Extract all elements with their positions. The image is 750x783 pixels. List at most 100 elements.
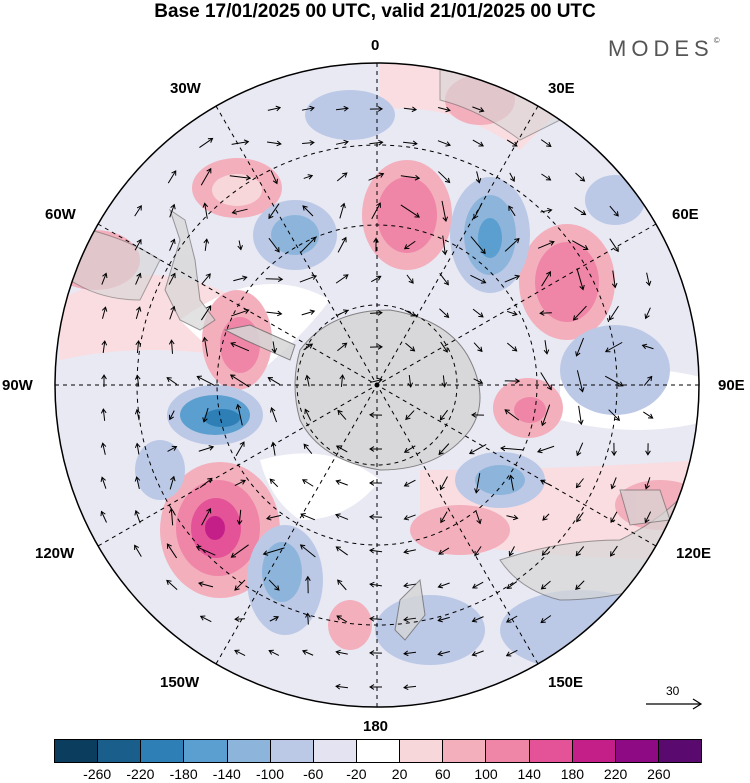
wind-arrow (574, 207, 586, 215)
wind-arrow (438, 582, 450, 588)
colorbar-tick-label: 180 (560, 766, 585, 782)
colorbar-tick-label: 140 (517, 766, 541, 782)
wind-arrow-head (543, 349, 550, 355)
wind-arrow (542, 546, 550, 556)
wind-arrow-head (206, 305, 212, 311)
wind-arrow (576, 268, 584, 290)
wind-arrow-head (540, 584, 547, 590)
wind-arrow-head (369, 650, 375, 656)
wind-arrow (199, 478, 213, 488)
wind-arrow-head (611, 282, 618, 289)
wind-arrow (642, 344, 654, 350)
wind-arrow (169, 204, 175, 218)
wind-arrow (472, 650, 484, 656)
wind-arrow (302, 650, 314, 656)
wind-arrow (405, 342, 415, 352)
wind-arrow-head (196, 375, 202, 381)
wind-arrow-head (613, 211, 619, 217)
wind-arrow-head (168, 507, 175, 514)
wind-arrow (643, 376, 653, 386)
wind-arrow (302, 141, 314, 145)
colorbar-tick-label: -140 (212, 766, 241, 782)
wind-arrow (234, 579, 246, 591)
wind-arrow (609, 238, 619, 252)
wind-arrow-head (242, 275, 248, 281)
wind-arrow-head (268, 649, 274, 655)
label-120e: 120E (676, 545, 712, 562)
colorbar-tick-label: -220 (126, 766, 155, 782)
wind-arrow (470, 236, 486, 254)
label-60e: 60E (672, 206, 699, 223)
wind-arrow (337, 579, 347, 591)
wind-arrow-head (229, 374, 236, 380)
wind-arrow (302, 479, 314, 487)
wind-arrow (266, 311, 282, 315)
wind-arrow (134, 545, 142, 557)
wind-arrow-head (647, 375, 653, 382)
chart-title: Base 17/01/2025 00 UTC, valid 21/01/2025… (154, 1, 596, 22)
wind-arrow (404, 479, 416, 487)
wind-arrow-head (508, 550, 514, 557)
colorbar-segment (55, 740, 99, 762)
wind-arrow (404, 514, 416, 520)
wind-arrow (238, 509, 242, 525)
wind-arrow (578, 405, 582, 425)
wind-arrow-head (645, 280, 652, 287)
wind-arrow-head (171, 445, 178, 451)
wind-arrow (169, 306, 175, 320)
wind-arrow-head (307, 174, 314, 180)
wind-arrow-head (231, 209, 238, 215)
label-180: 180 (363, 718, 389, 735)
wind-arrow (300, 237, 316, 253)
wind-arrow (441, 200, 447, 222)
wind-arrow-head (203, 238, 210, 244)
wind-arrow (198, 582, 214, 588)
wind-arrow-head (610, 483, 616, 490)
colorbar-tick-label: -20 (346, 766, 367, 782)
wind-arrow-head (234, 585, 240, 591)
wind-arrow (645, 307, 651, 319)
wind-arrow (540, 372, 552, 390)
wind-arrow (136, 476, 140, 490)
wind-arrow (166, 377, 178, 385)
wind-arrow-head (335, 683, 341, 690)
wind-arrow (440, 511, 448, 523)
wind-arrow (263, 547, 285, 555)
wind-arrow-head (410, 311, 417, 317)
wind-arrow-head (473, 213, 479, 220)
wind-arrow-head (537, 447, 543, 454)
wind-arrow-head (610, 551, 616, 557)
wind-arrow-head (305, 575, 311, 582)
wind-arrow (301, 107, 315, 111)
wind-arrow (102, 409, 106, 421)
wind-arrow (166, 580, 178, 590)
wind-arrow (644, 511, 652, 523)
wind-arrow (506, 515, 518, 519)
wind-arrow (439, 273, 449, 285)
wind-arrow-head (471, 583, 478, 589)
wind-arrow (167, 170, 177, 184)
wind-arrow (167, 446, 177, 452)
negative-anomaly (135, 440, 185, 500)
wind-arrow-head (273, 616, 280, 622)
label-30e: 30E (548, 80, 575, 97)
wind-arrow (166, 543, 178, 559)
wind-arrow (504, 409, 520, 421)
wind-arrow-head (546, 271, 551, 277)
wind-arrow-head (445, 106, 451, 113)
wind-arrow (504, 275, 520, 283)
wind-arrow-head (407, 382, 414, 388)
wind-arrow-head (540, 479, 546, 485)
wind-arrow-head (369, 581, 375, 588)
wind-arrow (473, 342, 483, 352)
label-120w: 120W (35, 545, 75, 562)
wind-arrow (234, 650, 246, 656)
wind-arrow (541, 404, 551, 426)
wind-arrow-head (101, 374, 107, 380)
wind-arrow (542, 513, 550, 521)
wind-arrow-head (101, 340, 108, 346)
wind-arrow-head (234, 616, 240, 622)
wind-arrow-head (403, 616, 409, 623)
wind-arrow-head (335, 445, 342, 451)
wind-arrow-head (274, 247, 280, 253)
